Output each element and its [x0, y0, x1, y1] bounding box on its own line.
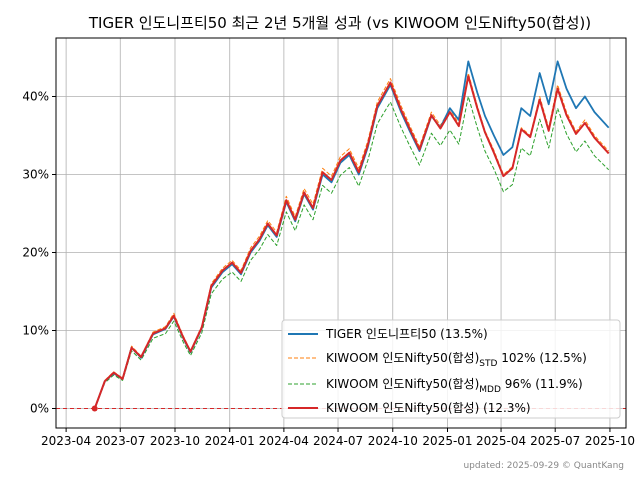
- series-line-3: [93, 75, 610, 409]
- series-lines: [91, 60, 610, 412]
- legend-box: [281, 319, 621, 419]
- series-line-2: [94, 96, 610, 409]
- x-tick-labels: 2023-04 2023-07 2023-10 2024-01 2024-04 2024-…: [41, 434, 635, 448]
- legend-label-2: KIWOOM 인도Nifty50(합성)MDD 96% (11.9%): [326, 377, 583, 395]
- x-tick-label: 2023-04: [41, 434, 91, 448]
- legend-label-1: KIWOOM 인도Nifty50(합성)STD 102% (12.5%): [326, 351, 587, 369]
- x-tick-label: 2024-07: [313, 434, 363, 448]
- x-tick-label: 2023-10: [150, 434, 200, 448]
- x-tick-label: 2025-04: [476, 434, 526, 448]
- x-tick-label: 2024-10: [368, 434, 418, 448]
- x-tick-label: 2025-07: [530, 434, 580, 448]
- y-tick-label: 10%: [22, 324, 49, 338]
- footer-note: updated: 2025-09-29 © QuantKang: [463, 461, 624, 471]
- x-tick-label: 2023-07: [95, 434, 145, 448]
- x-tick-label: 2025-10: [585, 434, 635, 448]
- series-start-marker: [91, 405, 98, 412]
- y-tick-label: 30%: [22, 168, 49, 182]
- x-tick-label: 2024-01: [205, 434, 255, 448]
- x-tick-label: 2024-04: [259, 434, 309, 448]
- y-tick-label: 0%: [30, 402, 49, 416]
- plot-frame: [55, 37, 627, 429]
- y-tick-labels: 0% 10% 20% 30% 40%: [22, 90, 49, 416]
- legend-label-3: KIWOOM 인도Nifty50(합성) (12.3%): [326, 401, 531, 415]
- x-tick-label: 2025-01: [422, 434, 472, 448]
- legend: TIGER 인도니프티50 (13.5%) KIWOOM 인도Nifty50(합성…: [281, 319, 621, 419]
- y-tick-label: 20%: [22, 246, 49, 260]
- legend-label-0: TIGER 인도니프티50 (13.5%): [325, 327, 488, 341]
- y-tick-label: 40%: [22, 90, 49, 104]
- chart-title: TIGER 인도니프티50 최근 2년 5개월 성과 (vs KIWOOM 인도…: [88, 14, 591, 32]
